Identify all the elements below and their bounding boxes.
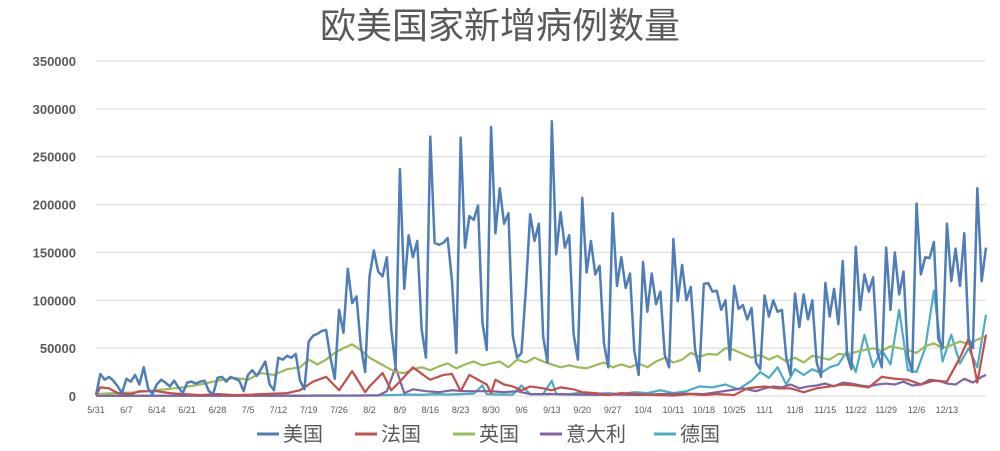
legend-label: 德国 <box>680 422 720 446</box>
x-tick-label: 10/18 <box>693 405 716 415</box>
y-tick-label: 100000 <box>33 293 76 308</box>
y-tick-label: 0 <box>69 389 76 404</box>
x-tick-label: 9/27 <box>604 405 622 415</box>
x-tick-label: 10/11 <box>662 405 684 415</box>
x-tick-label: 10/4 <box>634 405 652 415</box>
legend-item: 意大利 <box>540 422 626 446</box>
y-tick-label: 50000 <box>40 341 76 356</box>
legend-label: 意大利 <box>566 422 626 446</box>
x-tick-label: 11/15 <box>814 405 836 415</box>
x-tick-label: 9/13 <box>543 405 561 415</box>
y-tick-label: 150000 <box>33 245 76 260</box>
legend-label: 法国 <box>381 422 421 446</box>
series-line <box>95 334 988 397</box>
x-tick-label: 11/22 <box>845 405 867 415</box>
x-tick-label: 11/29 <box>875 405 897 415</box>
y-tick-label: 250000 <box>33 150 76 165</box>
y-tick-label: 200000 <box>33 198 76 213</box>
legend-item: 美国 <box>257 422 323 446</box>
x-tick-label: 9/6 <box>515 405 528 415</box>
legend-item: 英国 <box>453 422 519 446</box>
x-tick-label: 8/30 <box>482 405 500 415</box>
legend-label: 美国 <box>283 422 323 446</box>
x-tick-label: 7/19 <box>300 405 318 415</box>
x-tick-label: 6/21 <box>178 405 196 415</box>
x-tick-label: 7/26 <box>330 405 348 415</box>
y-tick-label: 300000 <box>33 102 76 117</box>
x-axis: 5/31 6/7 6/14 6/21 6/28 7/5 7/12 7/19 7/26 8/2 8/9… <box>87 405 958 415</box>
x-tick-label: 7/12 <box>270 405 288 415</box>
x-tick-label: 11/8 <box>787 405 804 415</box>
x-tick-label: 9/20 <box>573 405 591 415</box>
x-tick-label: 6/28 <box>209 405 227 415</box>
y-tick-label: 350000 <box>33 54 76 69</box>
series-lines <box>94 120 988 397</box>
x-tick-label: 11/1 <box>756 405 773 415</box>
series-line <box>94 120 988 396</box>
legend-label: 英国 <box>479 422 519 446</box>
x-tick-label: 6/14 <box>148 405 166 415</box>
series-line <box>95 366 987 397</box>
x-tick-label: 7/5 <box>242 405 255 415</box>
x-tick-label: 10/25 <box>723 405 746 415</box>
x-tick-label: 8/16 <box>422 405 440 415</box>
x-tick-label: 8/9 <box>394 405 407 415</box>
x-tick-label: 8/23 <box>452 405 470 415</box>
legend-item: 德国 <box>654 422 720 446</box>
legend-item: 法国 <box>355 422 421 446</box>
x-tick-label: 12/6 <box>908 405 926 415</box>
legend: 美国 法国 英国 意大利 德国 <box>257 422 720 446</box>
y-axis: 0 50000 100000 150000 200000 250000 300000 3500… <box>33 54 76 404</box>
x-tick-label: 6/7 <box>120 405 133 415</box>
x-tick-label: 8/2 <box>363 405 376 415</box>
chart-title: 欧美国家新增病例数量 <box>320 6 680 47</box>
x-tick-label: 12/13 <box>936 405 959 415</box>
series-line <box>95 335 987 396</box>
x-tick-label: 5/31 <box>87 405 105 415</box>
